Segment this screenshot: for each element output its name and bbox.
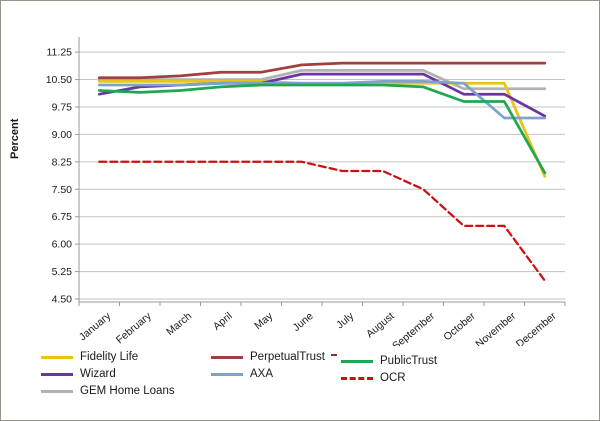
x-tick-label: March [164, 310, 194, 338]
series-line-perpetualtrust [97, 61, 547, 80]
legend-item-axa: AXA [211, 368, 274, 380]
x-tick-label: January [77, 310, 114, 344]
legend-swatch [211, 355, 243, 359]
legend-swatch [341, 359, 373, 363]
x-tick-label: November [473, 310, 518, 346]
legend-item-fidelity-life: Fidelity Life [41, 351, 139, 363]
series-line-ocr [98, 160, 546, 282]
legend-label: GEM Home Loans [80, 385, 175, 397]
x-tick-label: May [252, 310, 275, 332]
y-tick-label: 8.25 [52, 156, 73, 168]
legend-item-perpetualtrust: PerpetualTrust [211, 351, 325, 363]
x-tick-label: June [291, 310, 316, 334]
legend-label: Fidelity Life [80, 351, 139, 363]
legend-label: PublicTrust [380, 355, 438, 367]
legend-label: OCR [380, 372, 406, 384]
legend-label: PerpetualTrust [250, 351, 325, 363]
y-axis-title: Percent [9, 118, 21, 159]
legend-swatch [41, 389, 73, 393]
y-tick-label: 9.00 [52, 129, 73, 141]
legend-swatch [41, 355, 73, 359]
legend-swatch [41, 372, 73, 376]
line-chart: 11.25 10.50 9.75 9.00 8.25 7.50 6.75 6.00 5.25 4.… [46, 37, 566, 352]
x-tick-label: August [364, 310, 397, 340]
legend-item-publictrust: PublicTrust [341, 355, 438, 367]
y-tick-label: 10.50 [46, 74, 72, 86]
y-tick-label: 9.75 [52, 101, 73, 113]
legend-marker-dot [331, 354, 337, 356]
y-tick-label: 6.75 [52, 211, 73, 223]
x-tick-label: December [514, 310, 559, 346]
y-tick-label: 5.25 [52, 266, 73, 278]
legend-label: AXA [250, 368, 274, 380]
x-tick-label: February [114, 310, 154, 346]
series-line-axa [97, 80, 547, 120]
y-tick-label: 11.25 [47, 47, 73, 59]
y-tick-label: 6.00 [52, 239, 73, 251]
legend-item-ocr: OCR [341, 372, 406, 384]
legend-label: Wizard [80, 368, 116, 380]
legend-swatch [211, 372, 243, 376]
legend-item-gem-home-loans: GEM Home Loans [41, 385, 175, 397]
legend-item-wizard: Wizard [41, 368, 116, 380]
y-tick-label: 7.50 [52, 184, 73, 196]
y-tick-label: 4.50 [52, 294, 73, 306]
series-line-publictrust [97, 83, 547, 175]
x-tick-label: September [390, 310, 437, 346]
x-tick-label: April [211, 310, 235, 333]
x-tick-label: July [334, 310, 357, 332]
x-tick-label: October [441, 310, 478, 344]
legend-swatch [341, 376, 373, 380]
